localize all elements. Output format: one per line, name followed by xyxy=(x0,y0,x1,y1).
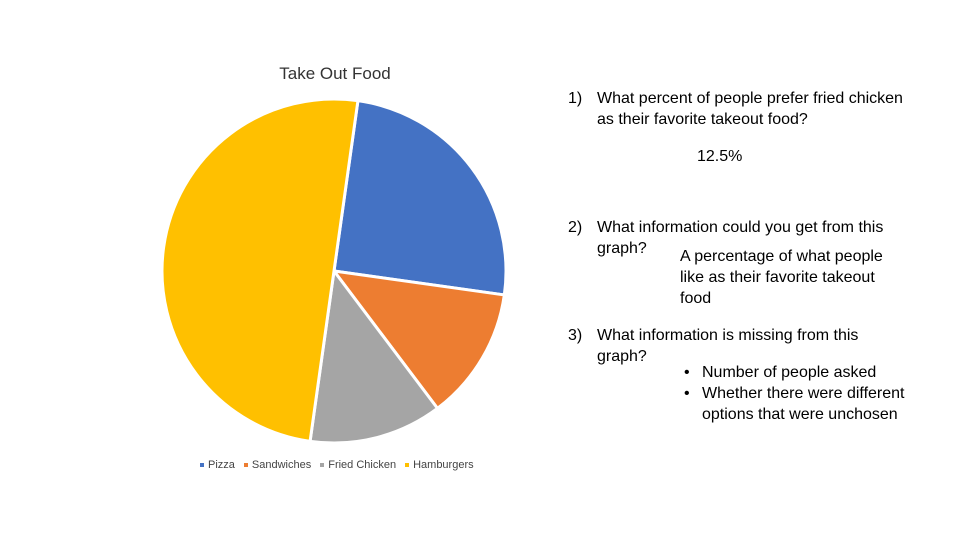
legend-swatch-sandwiches xyxy=(243,463,248,467)
answer-2: A percentage of what people like as thei… xyxy=(680,246,883,309)
question-1-number: 1) xyxy=(568,90,583,107)
question-3-line: graph? xyxy=(597,348,647,365)
legend-label-hamburgers: Hamburgers xyxy=(413,459,474,471)
chart-title: Take Out Food xyxy=(279,64,391,83)
answer-3-bullets: Number of people asked Whether there wer… xyxy=(684,362,954,425)
legend-item-sandwiches: Sandwiches xyxy=(243,459,312,471)
question-1: 1) What percent of people prefer fried c… xyxy=(568,88,948,132)
question-1-line: What percent of people prefer fried chic… xyxy=(597,90,903,107)
chart-legend: Pizza Sandwiches Fried Chicken Hamburger… xyxy=(200,459,490,471)
question-3-line: What information is missing from this xyxy=(597,327,859,344)
answer-3-bullet-line: Number of people asked xyxy=(702,364,877,381)
answer-2-line: A percentage of what people xyxy=(680,248,883,265)
question-1-text: What percent of people prefer fried chic… xyxy=(597,88,903,130)
question-3: 3) What information is missing from this… xyxy=(568,325,948,369)
answer-1: 12.5% xyxy=(697,146,742,167)
answer-3-bullet: Whether there were different options tha… xyxy=(684,383,954,425)
question-2-number: 2) xyxy=(568,219,583,236)
legend-swatch-fried-chicken xyxy=(320,463,325,467)
legend-swatch-hamburgers xyxy=(405,463,410,467)
legend-label-sandwiches: Sandwiches xyxy=(251,459,312,471)
pie-slice-pizza xyxy=(332,99,508,297)
pie-slice-fried-chicken xyxy=(308,269,440,445)
question-3-text: What information is missing from this gr… xyxy=(597,325,858,367)
question-2: 2) What information could you get from t… xyxy=(568,217,948,261)
legend-swatch-pizza xyxy=(200,463,204,467)
legend-item-pizza: Pizza xyxy=(200,459,235,471)
answer-2-line: like as their favorite takeout xyxy=(680,269,875,286)
answer-1-line: 12.5% xyxy=(697,148,743,165)
question-2-line: graph? xyxy=(597,240,647,257)
answer-3-bullet: Number of people asked xyxy=(684,362,954,383)
legend-item-fried-chicken: Fried Chicken xyxy=(320,459,396,471)
legend-item-hamburgers: Hamburgers xyxy=(405,459,474,471)
question-2-line: What information could you get from this xyxy=(597,219,884,236)
question-3-number: 3) xyxy=(568,327,583,344)
answer-3-bullet-line: options that were unchosen xyxy=(702,406,898,423)
answer-2-line: food xyxy=(680,290,712,307)
pie-slice-sandwiches xyxy=(332,269,506,410)
legend-label-fried-chicken: Fried Chicken xyxy=(328,459,397,471)
question-2-text: What information could you get from this… xyxy=(597,217,883,259)
pie-slice-hamburgers xyxy=(160,97,360,443)
answer-3-bullet-line: Whether there were different xyxy=(702,385,905,402)
question-1-line: as their favorite takeout food? xyxy=(597,111,808,128)
legend-label-pizza: Pizza xyxy=(208,459,235,471)
